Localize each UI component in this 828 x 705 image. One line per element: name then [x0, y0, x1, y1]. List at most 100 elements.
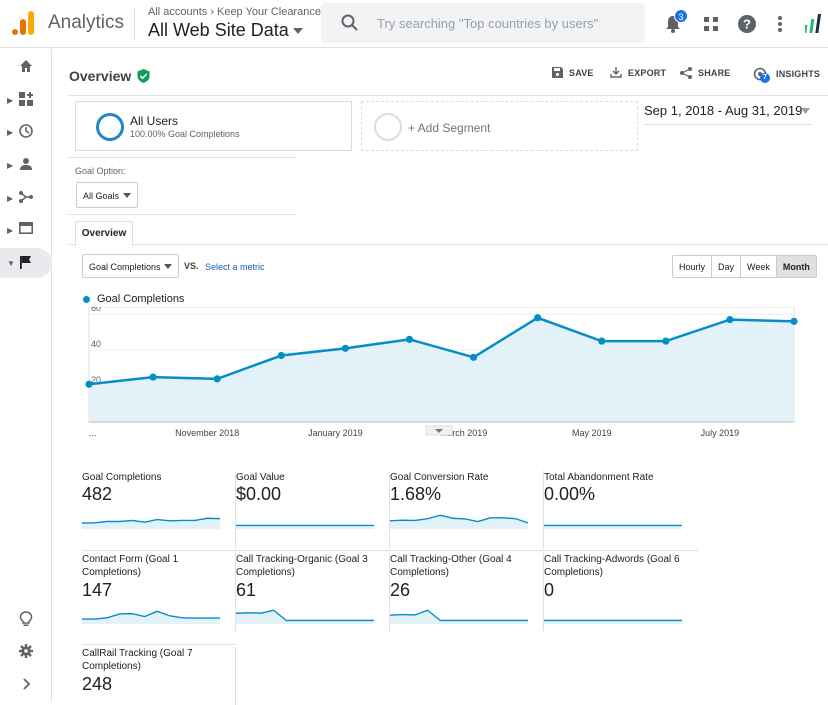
kpi-row-divider	[82, 550, 698, 551]
export-label: EXPORT	[628, 67, 667, 78]
sidebar-item-realtime[interactable]: ▶	[0, 117, 52, 147]
sidebar-item-conversions[interactable]: ▼	[0, 248, 52, 278]
kpi-value: 0.00%	[544, 484, 596, 504]
search-input[interactable]: Try searching "Top countries by users"	[377, 16, 599, 31]
kpi-sparkline	[236, 524, 374, 529]
legend-label: Goal Completions	[97, 293, 185, 305]
breadcrumb-property[interactable]: Keep Your Clearance	[216, 6, 321, 18]
kpi-value: 482	[82, 484, 113, 504]
kpi-card[interactable]: Call Tracking-Organic (Goal 3 Completion…	[236, 553, 390, 631]
page-title: Overview	[69, 68, 132, 84]
x-tick-label: ...	[89, 428, 97, 438]
view-selector[interactable]: All Web Site Data	[148, 20, 303, 41]
apps-button[interactable]	[699, 12, 723, 36]
sparkline-area	[236, 610, 374, 624]
caret-down-icon	[801, 108, 810, 114]
sidebar-item-acquisition[interactable]: ▶	[0, 183, 52, 213]
expand-icon: ▶	[7, 225, 14, 235]
help-icon: ?	[738, 15, 756, 33]
kpi-sparkline	[82, 517, 220, 529]
main-content: Overview SAVE EXPORT SHARE 7 INSIGHTS Al…	[53, 49, 828, 705]
expand-icon: ▶	[7, 127, 14, 137]
export-button[interactable]: EXPORT	[610, 67, 666, 78]
kpi-label: Call Tracking-Other (Goal 4 Completions)	[390, 554, 512, 578]
data-point	[213, 375, 221, 383]
more-vert-icon	[778, 16, 782, 32]
kpi-value: 248	[82, 674, 113, 694]
save-icon	[552, 67, 563, 78]
tab-overview[interactable]: Overview	[75, 221, 133, 246]
search-box[interactable]: Try searching "Top countries by users"	[321, 3, 645, 43]
data-point	[598, 337, 606, 345]
sidebar: ▶ ▶ ▶ ▶ ▶ ▼	[0, 49, 52, 702]
dashboard-icon	[19, 92, 33, 106]
lightbulb-icon	[19, 611, 33, 626]
add-segment-label: + Add Segment	[408, 121, 491, 135]
granularity-hourly[interactable]: Hourly	[673, 256, 713, 277]
kpi-card[interactable]: Goal Conversion Rate 1.68%	[390, 471, 544, 549]
data-point	[341, 344, 349, 352]
segment-all-users[interactable]: All Users 100.00% Goal Completions	[75, 101, 352, 151]
kpi-card[interactable]: Goal Completions 482	[82, 471, 236, 549]
sparkline-line	[390, 514, 528, 524]
granularity-month[interactable]: Month	[776, 256, 816, 277]
sidebar-item-behavior[interactable]: ▶	[0, 215, 52, 245]
sidebar-expand-button[interactable]	[0, 670, 52, 700]
share-label: SHARE	[698, 68, 731, 78]
select-metric-link[interactable]: Select a metric	[205, 262, 265, 272]
add-segment-button[interactable]: + Add Segment	[361, 101, 638, 151]
sparkline-area	[544, 525, 682, 529]
data-point	[85, 380, 93, 388]
save-button[interactable]: SAVE	[552, 67, 594, 78]
kpi-value: 61	[236, 580, 257, 600]
breadcrumb-account[interactable]: All accounts	[148, 6, 208, 18]
top-bar: Analytics All accounts › Keep Your Clearan…	[0, 0, 828, 48]
kpi-sparkline	[390, 609, 528, 624]
account-avatar[interactable]	[802, 12, 826, 36]
insights-button[interactable]: 7 INSIGHTS	[753, 67, 820, 83]
sparkline-line	[390, 609, 528, 622]
kpi-card[interactable]: Call Tracking-Other (Goal 4 Completions)…	[390, 553, 544, 631]
sidebar-item-audience[interactable]: ▶	[0, 150, 52, 180]
x-tick-label: July 2019	[701, 428, 740, 438]
goal-completions-chart[interactable]: 20 40 60... November 2018 January 2019 March …	[53, 307, 828, 447]
x-tick-label: November 2018	[175, 428, 239, 438]
sidebar-item-admin[interactable]	[0, 637, 52, 667]
series-line	[88, 316, 795, 386]
analytics-logo-icon[interactable]	[10, 10, 36, 36]
chevron-right-icon	[23, 678, 31, 690]
account-breadcrumb[interactable]: All accounts › Keep Your Clearance	[148, 6, 321, 18]
sparkline-line	[236, 609, 374, 622]
sidebar-item-discover[interactable]	[0, 604, 52, 634]
notification-badge: 3	[674, 9, 688, 23]
segment-bar	[69, 95, 828, 290]
insights-badge: 7	[760, 73, 770, 83]
save-label: SAVE	[569, 67, 594, 78]
data-point	[790, 317, 798, 325]
kpi-sparkline	[390, 514, 528, 529]
metric-select[interactable]: Goal Completions	[82, 254, 179, 278]
help-button[interactable]: ?	[735, 12, 759, 36]
metric-select-value: Goal Completions	[89, 262, 161, 272]
goal-option-select[interactable]: All Goals	[76, 182, 138, 208]
sidebar-item-home[interactable]	[0, 52, 52, 82]
kpi-label: CallRail Tracking (Goal 7 Completions)	[82, 648, 193, 672]
date-range-picker[interactable]: Sep 1, 2018 - Aug 31, 2019	[644, 103, 812, 125]
kpi-label: Call Tracking-Adwords (Goal 6 Completion…	[544, 554, 680, 578]
granularity-day[interactable]: Day	[712, 256, 742, 277]
kpi-label: Total Abandonment Rate	[544, 472, 654, 483]
kpi-card[interactable]: Goal Value $0.00	[236, 471, 390, 549]
kpi-card[interactable]: Contact Form (Goal 1 Completions) 147	[82, 553, 236, 631]
more-options-button[interactable]	[768, 12, 792, 36]
apps-grid-icon	[704, 17, 718, 31]
kpi-card[interactable]: CallRail Tracking (Goal 7 Completions) 24…	[82, 647, 236, 705]
acquisition-icon	[19, 191, 33, 203]
kpi-label: Call Tracking-Organic (Goal 3 Completion…	[236, 554, 368, 578]
kpi-card[interactable]: Call Tracking-Adwords (Goal 6 Completion…	[544, 553, 698, 631]
expand-icon: ▶	[7, 160, 14, 170]
share-button[interactable]: SHARE	[680, 67, 731, 79]
kpi-card[interactable]: Total Abandonment Rate 0.00%	[544, 471, 698, 549]
app-title: Analytics	[48, 12, 125, 33]
sidebar-item-customization[interactable]: ▶	[0, 85, 52, 115]
granularity-week[interactable]: Week	[741, 256, 777, 277]
